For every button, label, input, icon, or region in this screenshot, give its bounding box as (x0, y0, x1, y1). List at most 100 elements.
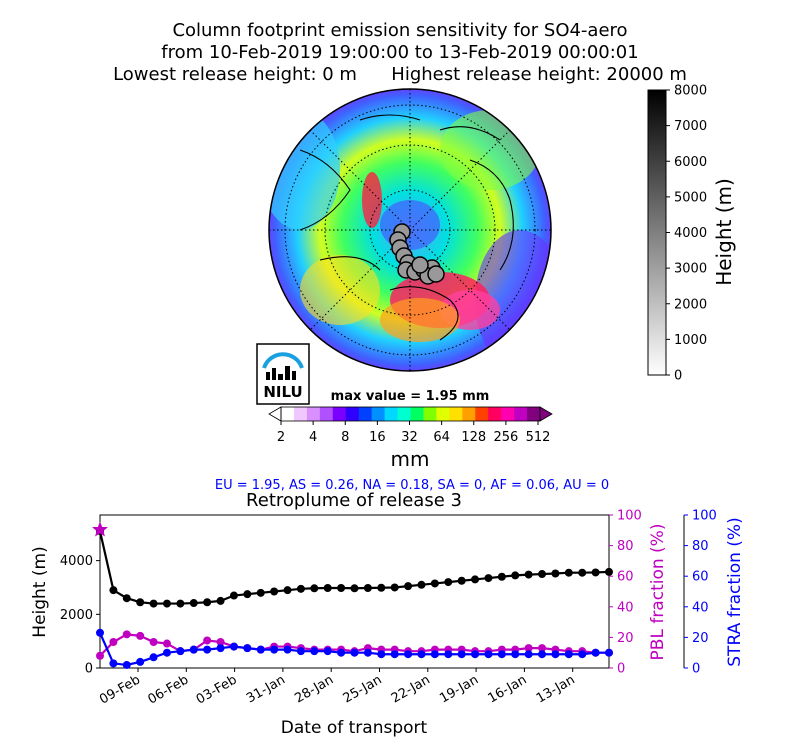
series-point-stra (256, 645, 265, 654)
retroplume-chart: Retroplume of release 3 0 2000 4000 0 20 40 60… (30, 490, 745, 738)
colorbar-mm-swatch (410, 407, 424, 421)
series-point-height (176, 599, 185, 608)
series-point-height (337, 584, 346, 593)
series-point-height (162, 599, 171, 608)
series-point-stra (363, 648, 372, 657)
max-value-label: max value = 1.95 mm (331, 389, 490, 404)
series-point-height (270, 587, 279, 596)
stra-axis-tick-label: 0 (692, 662, 700, 677)
series-point-stra (471, 650, 480, 659)
series-point-stra (350, 648, 359, 657)
colorbar-mm-swatch (332, 407, 347, 421)
colorbar-mm-max-arrow (539, 406, 553, 422)
series-point-height (323, 584, 332, 593)
series-point-stra (162, 648, 171, 657)
y-axis-tick-label: 0 (85, 662, 93, 677)
series-point-height (578, 568, 587, 577)
x-axis-label: Date of transport (281, 718, 428, 738)
series-point-height (430, 579, 439, 588)
colorbar-height-tick-label: 4000 (674, 226, 707, 241)
series-point-height (189, 599, 198, 608)
series-point-height (390, 583, 399, 592)
series-point-height (484, 574, 493, 583)
colorbar-mm-tick-label: 512 (526, 430, 551, 445)
colorbar-mm-swatch (527, 407, 541, 421)
series-point-stra (564, 650, 573, 659)
series-point-stra (591, 648, 600, 657)
series-point-stra (229, 642, 238, 651)
series-point-height (605, 567, 613, 576)
series-point-height (471, 575, 480, 584)
colorbar-mm-swatch (475, 407, 489, 421)
colorbar-height-tick-label: 0 (674, 369, 682, 384)
series-point-pbl (122, 630, 131, 639)
series-point-height (149, 599, 158, 608)
series-point-stra (551, 650, 560, 659)
colorbar-height: 0 1000 2000 3000 4000 5000 6000 7000 8000 Height… (647, 84, 736, 384)
colorbar-mm-tick-label: 32 (401, 430, 418, 445)
stra-axis-tick-label: 20 (692, 631, 709, 646)
series-point-stra (390, 650, 399, 659)
series-point-stra (323, 647, 332, 656)
chart-title: Retroplume of release 3 (246, 490, 462, 511)
pbl-axis-tick-label: 40 (617, 600, 634, 615)
colorbar-mm-swatch (514, 407, 528, 421)
x-axis-tick-label: 03-Feb (194, 672, 240, 707)
series-point-height (457, 576, 466, 585)
colorbar-height-tick-label: 6000 (674, 155, 707, 170)
series-point-stra (404, 650, 413, 659)
stra-axis-tick-label: 100 (692, 509, 717, 524)
title-line-3: Lowest release height: 0 m Highest relea… (113, 64, 687, 85)
series-point-pbl (216, 637, 225, 646)
colorbar-mm-swatch (306, 407, 321, 421)
series-point-stra (484, 650, 493, 659)
series-point-stra (524, 650, 533, 659)
series-point-pbl (136, 631, 145, 640)
series-point-pbl (149, 637, 158, 646)
series-point-stra (417, 650, 426, 659)
colorbar-mm-tick-label: 8 (341, 430, 349, 445)
series-point-pbl (538, 644, 547, 653)
series-point-height (444, 578, 453, 587)
pbl-axis-tick-label: 100 (617, 509, 642, 524)
pbl-axis-tick-label: 80 (617, 539, 634, 554)
series-point-height (591, 568, 600, 577)
region-summary: EU = 1.95, AS = 0.26, NA = 0.18, SA = 0,… (215, 478, 609, 493)
series-point-stra (176, 647, 185, 656)
colorbar-mm-swatch (423, 407, 437, 421)
series-point-stra (457, 650, 466, 659)
series-point-stra (283, 645, 292, 654)
colorbar-height-tick-label: 1000 (674, 333, 707, 348)
footprint-map (268, 88, 552, 372)
series-point-height (497, 572, 506, 581)
series-point-stra (122, 660, 131, 669)
series-point-height (417, 580, 426, 589)
series-point-height (310, 584, 319, 593)
stra-axis-tick-label: 80 (692, 539, 709, 554)
series-point-stra (497, 650, 506, 659)
y-axis-label: Height (m) (30, 546, 50, 637)
series-point-height (109, 586, 118, 595)
colorbar-mm-swatch (501, 407, 515, 421)
colorbar-mm-swatch (488, 407, 502, 421)
colorbar-mm-swatch (371, 407, 386, 421)
stra-axis-tick-label: 40 (692, 600, 709, 615)
x-axis-tick-label: 16-Jan (486, 672, 530, 706)
pbl-axis-tick-label: 0 (617, 662, 625, 677)
y-axis-tick-label: 4000 (60, 554, 93, 569)
colorbar-mm-swatch (449, 407, 463, 421)
series-point-stra (136, 657, 145, 666)
series-point-height (551, 569, 560, 578)
series-point-stra (538, 650, 547, 659)
series-point-stra (109, 659, 118, 668)
colorbar-mm-swatch (436, 407, 450, 421)
stra-axis-tick-label: 60 (692, 570, 709, 585)
series-point-height (216, 596, 225, 605)
x-axis-tick-label: 06-Feb (145, 672, 191, 707)
colorbar-height-tick-label: 5000 (674, 190, 707, 205)
stra-axis-label: STRA fraction (%) (725, 517, 745, 666)
series-point-height (377, 583, 386, 592)
x-axis-tick-label: 19-Jan (437, 672, 481, 706)
series-point-pbl (109, 637, 118, 646)
series-point-stra (377, 650, 386, 659)
